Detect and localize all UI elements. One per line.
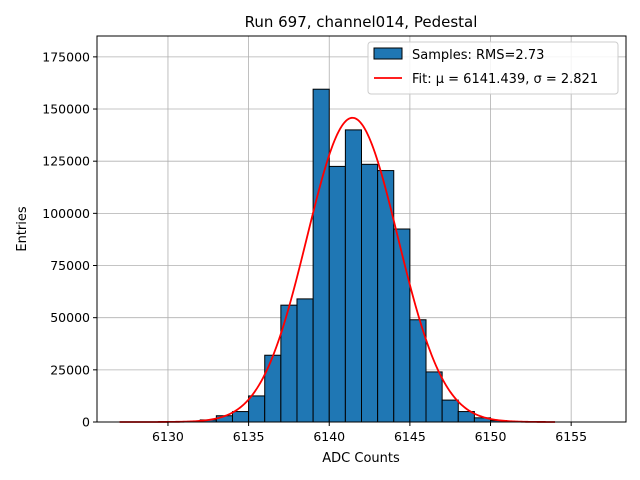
x-tick-label: 6155 xyxy=(555,429,587,444)
fit-curve xyxy=(119,116,556,423)
y-tick-label: 125000 xyxy=(42,154,90,169)
histogram-bar xyxy=(344,129,362,423)
legend: Samples: RMS=2.73 Fit: μ = 6141.439, σ =… xyxy=(367,41,619,95)
histogram-bar xyxy=(393,228,411,423)
histogram-bar xyxy=(264,354,282,423)
x-tick-label: 6145 xyxy=(394,429,426,444)
x-tick-label: 6135 xyxy=(233,429,265,444)
x-axis-ticks: 6130 6135 6140 6145 6150 6155 xyxy=(152,422,587,444)
histogram-bar xyxy=(328,165,346,423)
y-tick-label: 50000 xyxy=(50,310,90,325)
histogram-bar xyxy=(425,371,443,423)
legend-label-samples: Samples: RMS=2.73 xyxy=(412,48,544,63)
histogram-bar xyxy=(280,304,298,423)
legend-swatch-samples xyxy=(373,47,403,60)
y-axis-label: Entries xyxy=(15,206,30,252)
histogram-bar xyxy=(248,395,266,423)
legend-box xyxy=(367,41,619,95)
x-tick-label: 6150 xyxy=(475,429,507,444)
y-axis-ticks: 0 25000 50000 75000 100000 125000 150000 175000 xyxy=(42,49,97,430)
legend-label-fit: Fit: μ = 6141.439, σ = 2.821 xyxy=(412,72,598,87)
y-tick-label: 150000 xyxy=(42,102,90,117)
histogram-bar xyxy=(231,411,250,423)
histogram-bar xyxy=(361,163,379,423)
chart-title: Run 697, channel014, Pedestal xyxy=(245,13,478,31)
plot-frame xyxy=(96,35,627,423)
x-tick-label: 6130 xyxy=(152,429,184,444)
y-tick-label: 25000 xyxy=(50,362,90,377)
y-tick-label: 0 xyxy=(82,415,90,430)
histogram-bars xyxy=(199,88,508,423)
y-tick-label: 175000 xyxy=(42,49,90,64)
histogram-bar xyxy=(441,399,459,423)
x-tick-label: 6140 xyxy=(313,429,345,444)
histogram-bar xyxy=(296,298,314,423)
x-axis-label: ADC Counts xyxy=(322,451,400,466)
histogram-bar xyxy=(312,88,330,423)
y-tick-label: 75000 xyxy=(50,258,90,273)
y-tick-label: 100000 xyxy=(42,206,90,221)
